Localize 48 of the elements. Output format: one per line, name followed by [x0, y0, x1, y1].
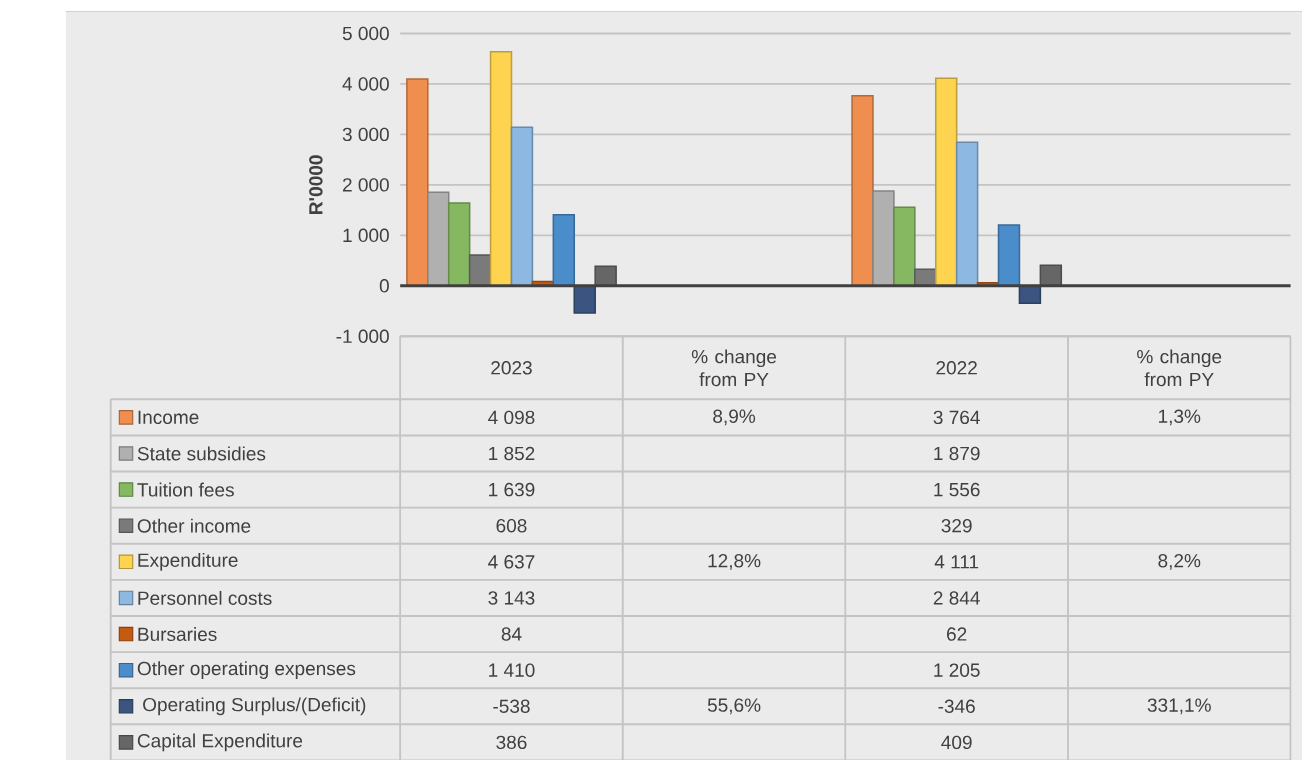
data-label: 1 879	[934, 446, 980, 461]
data-label: 2 844	[933, 591, 980, 605]
data-label: -346	[938, 699, 975, 713]
y-axis-title: R'0000	[309, 155, 323, 214]
x-tick-label: 2022	[936, 360, 977, 375]
legend-label: Capital Expenditure	[137, 733, 303, 752]
data-label: 1 852	[489, 446, 535, 461]
text: 12,8%	[708, 553, 761, 570]
legend-label: Bursaries	[138, 626, 217, 641]
y-tick-label: 3 000	[342, 127, 389, 141]
legend-label: State subsidies	[137, 446, 266, 461]
data-label: 62	[947, 627, 967, 641]
text: 55,6%	[707, 698, 761, 714]
text: 1,3%	[1159, 409, 1201, 426]
x-tick-label: % change from PY	[691, 349, 777, 386]
data-label: 1 556	[934, 482, 980, 497]
data-label: 608	[496, 518, 527, 533]
y-tick-label: -1 000	[336, 329, 389, 343]
data-label: 4 637	[488, 554, 535, 569]
y-tick-label: 0	[379, 278, 389, 293]
legend-label: Tuition fees	[137, 482, 234, 497]
y-tick-label: 4 000	[342, 76, 389, 91]
data-label: 4 111	[934, 555, 979, 569]
data-label: 386	[496, 735, 527, 749]
data-label: 84	[501, 627, 522, 641]
legend-label: Personnel costs	[138, 590, 272, 605]
y-tick-label: 5 000	[342, 26, 389, 40]
legend-label: Expenditure	[138, 552, 238, 571]
data-label: 4 098	[488, 410, 535, 424]
data-label: 1 410	[489, 663, 535, 677]
data-label: 3 764	[933, 410, 980, 424]
y-tick-label: 2 000	[342, 177, 389, 192]
text: 331,1%	[1147, 698, 1211, 714]
data-label: 1 639	[489, 482, 535, 497]
legend-label: Other operating expenses	[137, 661, 356, 679]
text: 8,9%	[713, 409, 756, 426]
data-label: -538	[493, 699, 530, 713]
x-tick-label: % change from PY	[1137, 349, 1222, 386]
legend-label: Operating Surplus/(Deficit)	[143, 697, 366, 715]
data-label: 409	[941, 735, 972, 749]
legend-label: Other income	[137, 518, 251, 533]
legend-label: Income	[138, 410, 199, 424]
data-label: 1 205	[934, 663, 980, 677]
data-label: 3 143	[488, 591, 535, 605]
x-tick-label: 2023	[491, 360, 532, 375]
data-label: 329	[941, 518, 972, 533]
y-tick-label: 1 000	[343, 228, 389, 242]
text: 8,2%	[1158, 553, 1201, 570]
